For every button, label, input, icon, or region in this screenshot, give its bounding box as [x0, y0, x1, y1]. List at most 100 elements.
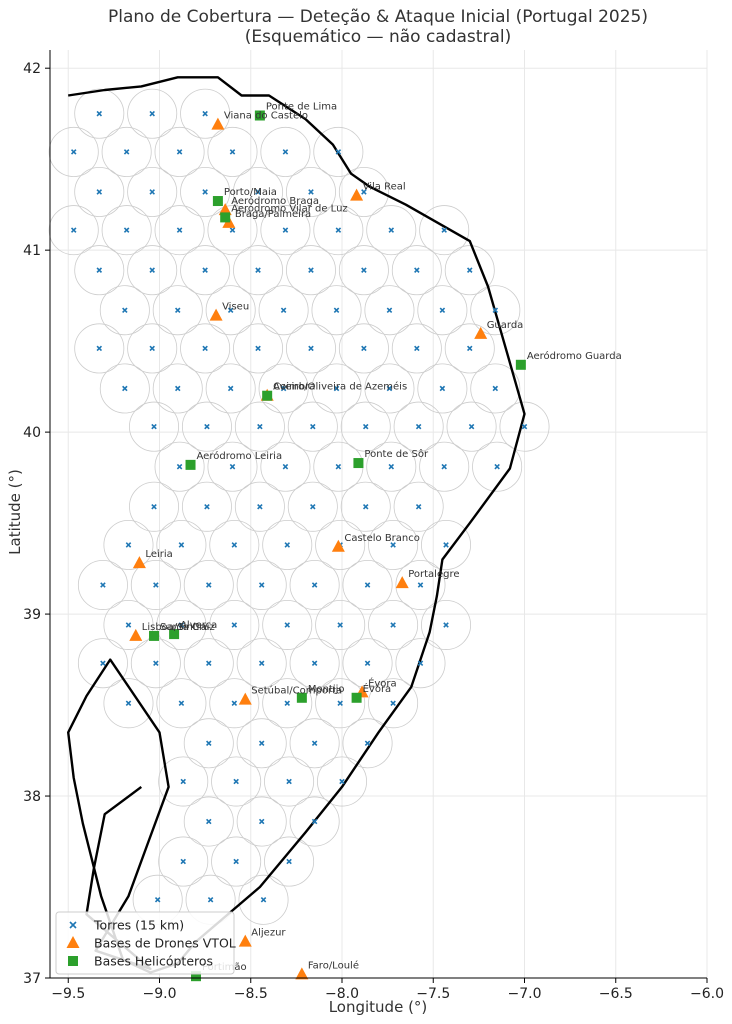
- tower-marker: [227, 307, 234, 313]
- coverage-circle: [236, 638, 287, 689]
- coverage-circle: [391, 323, 442, 374]
- coverage-circle: [287, 481, 338, 532]
- tower-marker: [286, 858, 292, 865]
- x-tick-label: −9.0: [143, 986, 177, 1002]
- tower-marker: [206, 660, 212, 666]
- coverage-circle: [260, 441, 311, 492]
- heli-base-label: Aeródromo Leiria: [197, 450, 283, 462]
- coverage-circle: [207, 205, 258, 256]
- tower-marker: [258, 660, 265, 666]
- heli-base-label: Aveiro/Oliveira de Azeméis: [273, 381, 407, 393]
- tower-marker: [149, 267, 155, 273]
- x-tick-label: −8.5: [234, 986, 268, 1002]
- y-tick-label: 38: [23, 789, 41, 805]
- tower-marker: [100, 660, 106, 666]
- coverage-circle: [183, 718, 234, 769]
- coverage-circle: [130, 559, 181, 610]
- coverage-circle: [258, 363, 309, 414]
- coverage-circle: [236, 796, 287, 847]
- tower-marker: [284, 700, 291, 707]
- heli-base-marker: [212, 196, 223, 207]
- coverage-circle: [103, 678, 154, 729]
- coverage-circle: [158, 756, 209, 807]
- heli-base-marker: [351, 692, 362, 703]
- coverage-circle: [233, 245, 284, 296]
- tower-marker: [202, 110, 208, 117]
- tower-marker: [468, 423, 475, 430]
- tower-marker: [202, 267, 208, 273]
- coverage-circle: [183, 559, 234, 610]
- coverage-circle: [311, 285, 362, 336]
- tower-marker: [202, 345, 208, 352]
- x-tick-label: −9.5: [51, 986, 85, 1002]
- coverage-circle: [338, 166, 389, 217]
- coverage-circle: [233, 166, 284, 217]
- tower-marker: [180, 778, 186, 785]
- tower-marker: [178, 542, 185, 548]
- tower-marker: [178, 700, 185, 707]
- coverage-circle: [262, 678, 313, 729]
- drone-base-marker: [331, 539, 345, 552]
- x-tick-label: −7.0: [508, 986, 542, 1002]
- drone-base-label: Aeródromo Braga: [231, 195, 319, 207]
- tower-marker: [207, 896, 214, 903]
- chart-title: Plano de Cobertura — Deteção & Ataque In…: [108, 7, 648, 27]
- legend-label: Bases de Drones VTOL: [94, 936, 236, 951]
- tower-marker: [280, 307, 287, 313]
- x-tick-label: −6.5: [599, 986, 633, 1002]
- axes: −9.5 −9.0 −8.5 −8.0 −7.5 −7.0 −6.5 −6.0 37 38 39 40…: [23, 50, 724, 1002]
- legend-tower-icon: [69, 921, 77, 929]
- tower-marker: [258, 818, 265, 825]
- tower-marker: [364, 660, 371, 666]
- tower-marker: [231, 542, 238, 548]
- tower-marker: [337, 700, 343, 707]
- tower-marker: [308, 189, 314, 195]
- coverage-circle: [205, 285, 256, 336]
- coverage-circle: [234, 481, 285, 532]
- coverage-circle: [393, 481, 444, 532]
- legend-heli-icon: [68, 956, 78, 966]
- tower-marker: [70, 149, 77, 155]
- tower-marker: [362, 503, 369, 510]
- coverage-circle: [366, 205, 417, 256]
- heli-base-label: Santa Cruz: [160, 622, 215, 633]
- coverage-circle: [183, 638, 234, 689]
- tower-marker: [333, 307, 340, 313]
- tower-marker: [286, 778, 292, 785]
- tower-marker: [284, 622, 291, 628]
- coverage-circle: [262, 600, 313, 650]
- tower-marker: [180, 858, 186, 865]
- coverage-circle: [419, 205, 470, 256]
- tower-marker: [494, 463, 500, 470]
- coverage-circle: [181, 481, 232, 532]
- coverage-circle: [289, 718, 340, 769]
- coverage-circle: [264, 836, 315, 887]
- legend-box: [55, 911, 235, 975]
- coverage-circle: [285, 323, 336, 374]
- tower-marker: [361, 189, 367, 195]
- coverage-circle: [129, 401, 180, 452]
- tower-marker: [521, 423, 528, 430]
- drone-base-marker: [238, 692, 252, 705]
- coverage-circle: [77, 638, 128, 689]
- y-tick-label: 40: [23, 425, 41, 441]
- tower-marker: [206, 818, 212, 825]
- tower-marker: [123, 227, 130, 233]
- coverage-circle: [262, 519, 313, 570]
- tower-marker: [125, 700, 132, 707]
- tower-marker: [229, 463, 236, 470]
- tower-marker: [206, 740, 212, 747]
- coverage-circle: [311, 363, 362, 414]
- coverage-circle: [315, 678, 366, 729]
- tower-marker: [333, 385, 340, 392]
- coverage-circle: [205, 363, 256, 414]
- heli-base-marker: [515, 359, 526, 370]
- coverage-circle: [421, 600, 472, 650]
- tower-marker: [417, 582, 424, 588]
- tower-marker: [311, 660, 318, 666]
- tower-marker: [466, 267, 473, 273]
- coverage-circle: [444, 245, 495, 296]
- coverage-circle: [74, 323, 125, 374]
- tower-marker: [96, 345, 103, 352]
- tower-marker: [174, 385, 181, 392]
